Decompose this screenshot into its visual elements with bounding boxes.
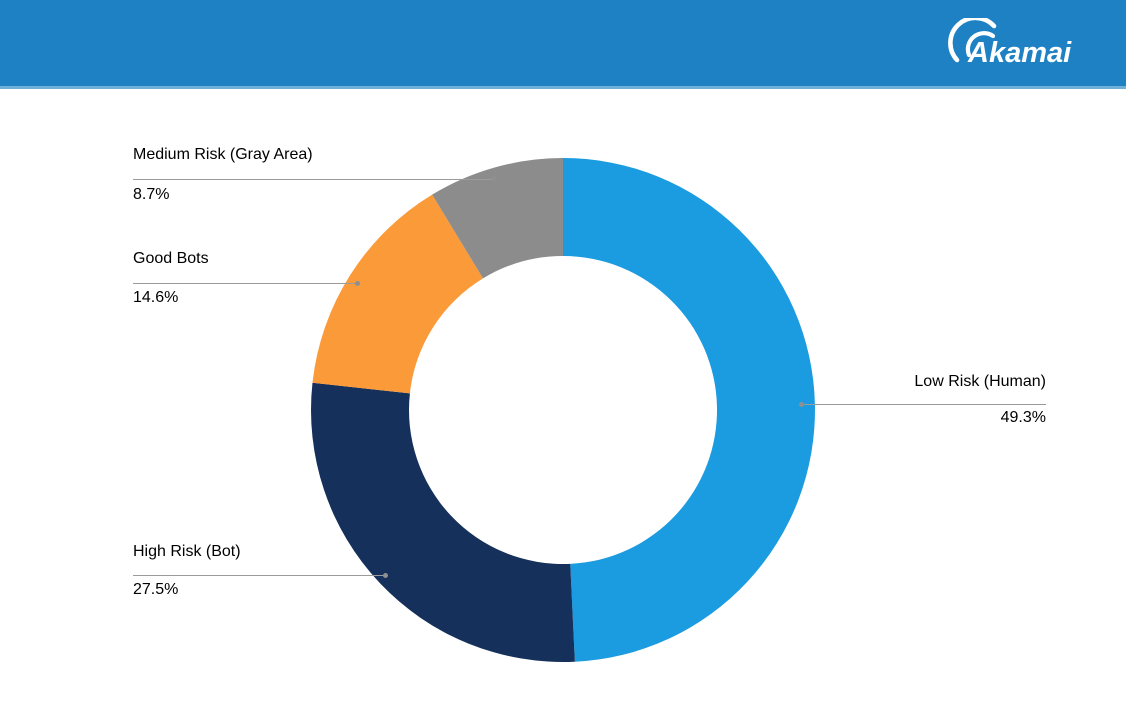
slice-good-bots [312,194,484,394]
header-bar: Akamai [0,0,1126,89]
slice-medium-risk-gray-area [432,158,563,279]
logo-swoosh-outer-arc [948,18,997,63]
leader-dot-low-risk [799,402,804,407]
leader-line-high-risk [133,575,386,576]
slice-low-risk-human [563,158,815,662]
logo-wordmark: Akamai [967,37,1072,69]
leader-dot-good-bots [355,281,360,286]
logo-swoosh-inner-arc [965,31,996,58]
callout-value-low-risk: 49.3% [1000,409,1046,426]
leader-line-good-bots [133,283,358,284]
callout-label-medium-risk: Medium Risk (Gray Area) [133,146,313,163]
callout-value-medium-risk: 8.7% [133,186,170,203]
callout-label-good-bots: Good Bots [133,250,209,267]
leader-line-low-risk [802,404,1046,405]
akamai-logo: Akamai [948,18,1072,69]
leader-dot-medium-risk [491,176,496,181]
callout-value-good-bots: 14.6% [133,289,179,306]
callout-value-high-risk: 27.5% [133,581,179,598]
leader-dot-high-risk [383,573,388,578]
leader-line-medium-risk [133,179,494,180]
callout-label-high-risk: High Risk (Bot) [133,543,241,560]
callout-label-low-risk: Low Risk (Human) [914,373,1046,390]
slice-high-risk-bot [311,382,575,662]
